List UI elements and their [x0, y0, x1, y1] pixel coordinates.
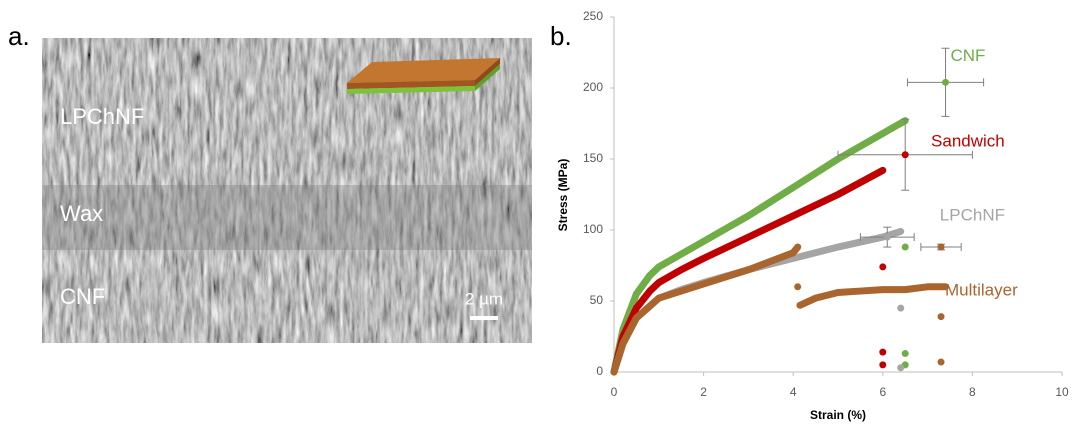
series-label: CNF	[950, 46, 985, 65]
layer-icon-green	[347, 86, 475, 94]
mean-point	[883, 233, 891, 241]
x-tick-label: 4	[790, 385, 797, 399]
series-line	[610, 166, 887, 376]
layer-icon-green-edge	[475, 64, 500, 91]
x-tick-label: 10	[1055, 385, 1069, 399]
series-line	[610, 243, 950, 376]
series-label: LPChNF	[940, 205, 1005, 224]
y-tick-label: 100	[583, 222, 603, 236]
y-tick-label: 0	[596, 364, 603, 378]
y-tick-label: 50	[590, 293, 604, 307]
x-axis-title: Strain (%)	[810, 408, 866, 422]
x-tick-label: 2	[700, 385, 707, 399]
mean-point	[901, 151, 909, 159]
mean-point	[937, 243, 945, 251]
mean-point	[942, 78, 950, 86]
scale-bar	[470, 316, 498, 320]
sem-annotation: Wax	[60, 201, 103, 226]
series-label: Sandwich	[931, 131, 1005, 150]
y-tick-label: 200	[583, 80, 603, 94]
sem-image: LPChNF Wax CNF 2 µm	[42, 38, 532, 343]
layer-icon-edge	[475, 58, 500, 86]
series-label: Multilayer	[945, 281, 1018, 300]
x-tick-label: 0	[611, 385, 618, 399]
panel-label: b.	[550, 21, 572, 51]
series-line	[610, 117, 909, 376]
sem-annotation: CNF	[60, 284, 105, 309]
x-tick-label: 8	[969, 385, 976, 399]
x-tick-label: 6	[879, 385, 886, 399]
y-tick-label: 150	[583, 151, 603, 165]
wax-layer	[42, 185, 532, 250]
panel-label: a.	[8, 21, 30, 51]
y-axis-title: Stress (MPa)	[556, 159, 570, 232]
layer-icon-top	[347, 58, 500, 83]
scale-bar-label: 2 µm	[465, 289, 503, 308]
sem-annotation: LPChNF	[60, 104, 144, 129]
y-tick-label: 250	[583, 9, 603, 23]
